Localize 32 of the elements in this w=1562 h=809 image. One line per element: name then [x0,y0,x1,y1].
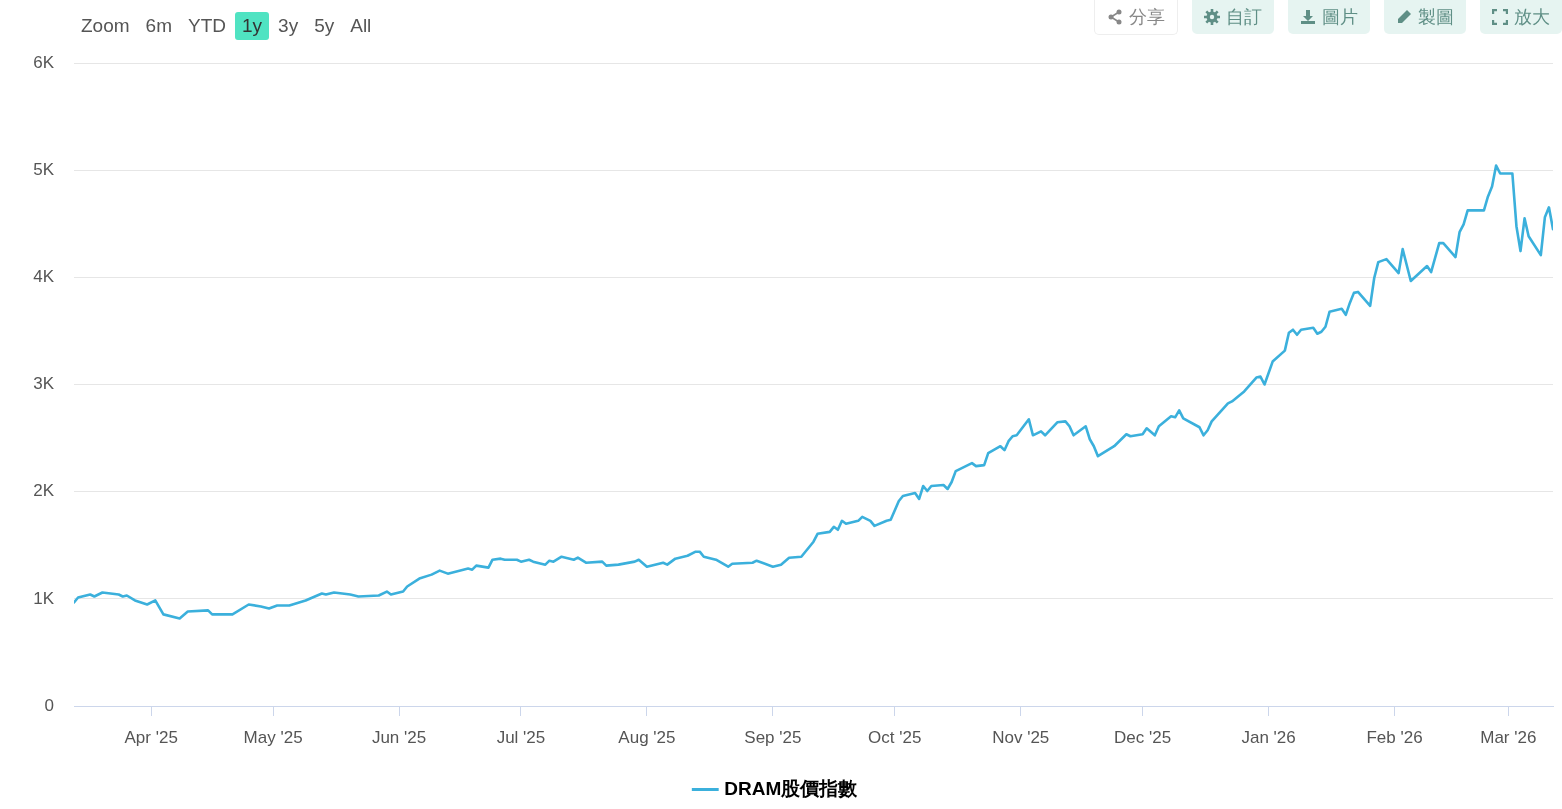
x-tick-label: Dec '25 [1114,727,1172,747]
text: All [349,14,373,38]
text: Zoom [80,14,131,38]
y-tick-label: 4K [33,267,55,287]
x-tick-label: Jul '25 [496,727,546,747]
text: 5y [313,14,336,38]
y-tick-label: 2K [33,481,55,501]
text: 放大 [1514,5,1550,29]
text: 圖片 [1322,5,1358,29]
x-tick-label: Jan '26 [1241,727,1296,747]
x-tick-label: Sep '25 [744,727,802,747]
text: 製圖 [1418,5,1454,29]
text: YTD [187,14,227,38]
y-tick-label: 6K [33,52,55,72]
y-tick-label: 1K [33,588,55,608]
text: 3y [277,14,300,38]
x-tick-label: May '25 [243,727,303,747]
y-tick-label: 3K [33,374,55,394]
x-tick-label: Feb '26 [1366,727,1423,747]
text: 1y [234,12,270,40]
x-tick-label: Nov '25 [992,727,1050,747]
x-tick-label: Aug '25 [618,727,676,747]
y-tick-label: 5K [33,159,55,179]
legend-label: DRAM股價指數 [724,777,859,799]
x-tick-label: Oct '25 [868,727,922,747]
text: 分享 [1129,5,1165,29]
y-tick-label: 0 [44,695,54,715]
x-tick-label: Apr '25 [124,727,178,747]
x-tick-label: Mar '26 [1480,727,1537,747]
text: 6m [144,14,173,38]
text: 自訂 [1226,5,1262,29]
x-tick-label: Jun '25 [371,727,427,747]
